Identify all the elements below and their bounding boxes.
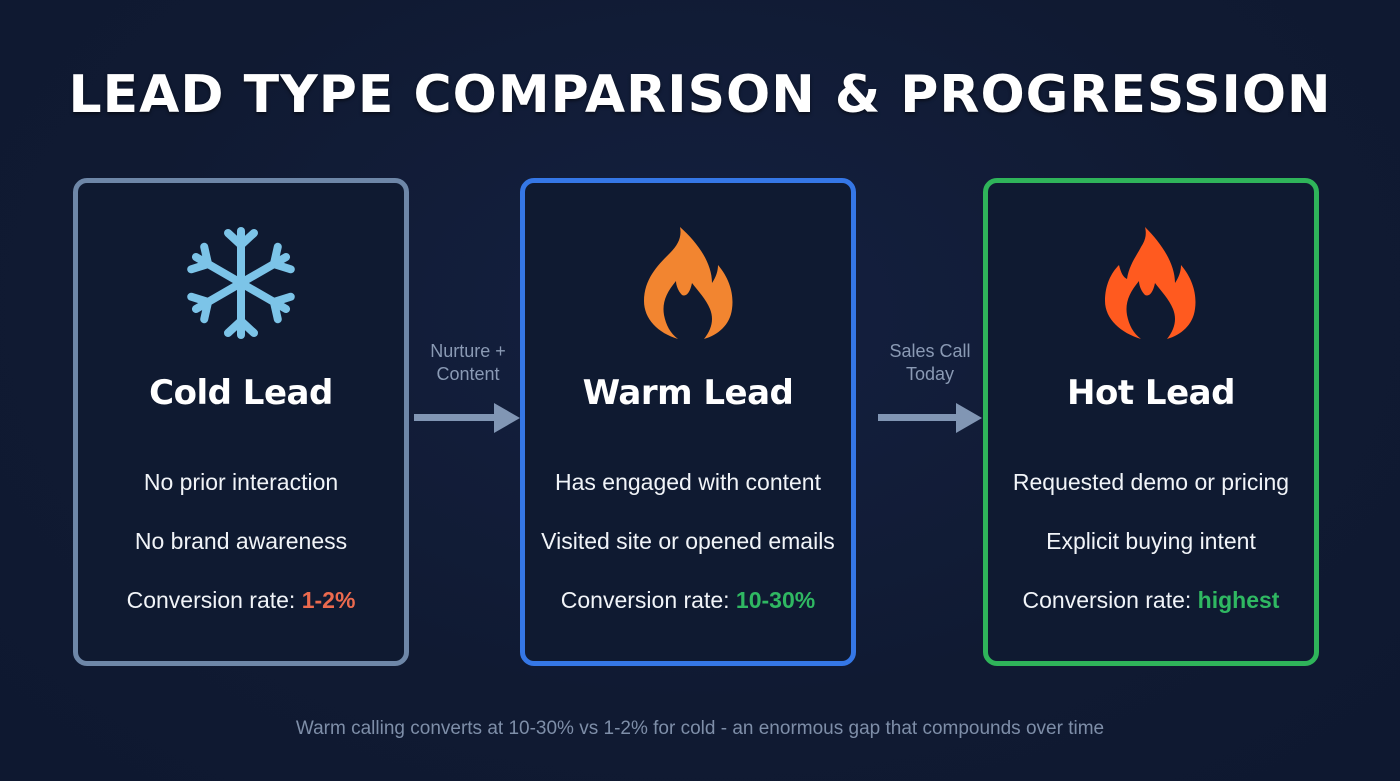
flame-icon (1091, 223, 1211, 343)
hot-lead-card: Hot Lead Requested demo or pricing Expli… (983, 178, 1319, 666)
connector-sales-call: Sales Call Today (870, 340, 990, 386)
card-title: Hot Lead (1067, 373, 1235, 413)
warm-lead-card: Warm Lead Has engaged with content Visit… (520, 178, 856, 666)
footer-caption: Warm calling converts at 10-30% vs 1-2% … (295, 718, 1105, 739)
card-feature: No prior interaction (143, 469, 339, 495)
conversion-rate-label: Conversion rate: (1022, 587, 1198, 613)
arrow-right-icon (878, 403, 982, 433)
arrow-right-icon (414, 403, 520, 433)
card-feature: Visited site or opened emails (541, 528, 835, 554)
connector-nurture: Nurture + Content (408, 340, 528, 386)
conversion-rate-value: 10-30% (735, 587, 816, 613)
card-title: Warm Lead (582, 373, 794, 413)
card-feature: Explicit buying intent (1046, 528, 1256, 554)
card-feature: Has engaged with content (555, 469, 821, 495)
page-title: LEAD TYPE COMPARISON & PROGRESSION (68, 65, 1332, 125)
conversion-rate-value: 1-2% (301, 587, 356, 613)
conversion-rate-label: Conversion rate: (126, 587, 302, 613)
conversion-rate: Conversion rate: highest (988, 585, 1314, 615)
conversion-rate: Conversion rate: 1-2% (78, 585, 404, 615)
connector-label: Content (436, 364, 500, 384)
conversion-rate: Conversion rate: 10-30% (525, 585, 851, 615)
card-title: Cold Lead (149, 373, 333, 413)
conversion-rate-value: highest (1197, 587, 1280, 613)
flame-icon (628, 223, 748, 343)
snowflake-icon (181, 223, 301, 343)
card-feature: Requested demo or pricing (1012, 469, 1290, 495)
cold-lead-card: Cold Lead No prior interaction No brand … (73, 178, 409, 666)
conversion-rate-label: Conversion rate: (560, 587, 736, 613)
connector-label: Today (905, 364, 955, 384)
card-feature: No brand awareness (134, 528, 348, 554)
connector-label: Nurture + (430, 341, 506, 361)
connector-label: Sales Call (889, 341, 971, 361)
